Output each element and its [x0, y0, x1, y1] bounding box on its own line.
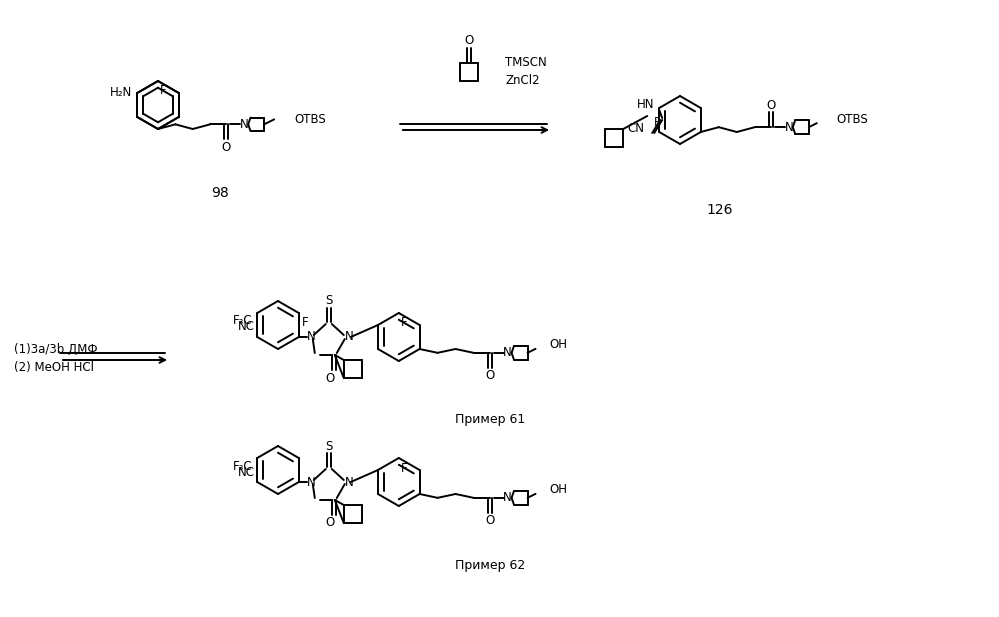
Text: O: O — [465, 33, 474, 46]
Text: F: F — [401, 462, 408, 474]
Text: O: O — [485, 370, 495, 383]
Text: O: O — [485, 515, 495, 528]
Text: ZnCl2: ZnCl2 — [505, 73, 539, 86]
Text: N: N — [240, 118, 249, 131]
Text: HN: HN — [636, 99, 654, 112]
Text: H₂N: H₂N — [110, 86, 132, 99]
Text: N: N — [503, 346, 511, 359]
Text: O: O — [222, 141, 231, 154]
Text: N: N — [784, 121, 793, 134]
Text: (2) MeOH HCl: (2) MeOH HCl — [14, 360, 94, 373]
Text: Пример 61: Пример 61 — [455, 413, 525, 426]
Text: N: N — [307, 331, 315, 344]
Text: F: F — [302, 317, 309, 329]
Text: F: F — [160, 85, 167, 97]
Text: (1)3a/3b ДМФ: (1)3a/3b ДМФ — [14, 342, 98, 355]
Text: S: S — [325, 439, 333, 452]
Text: N: N — [307, 476, 315, 489]
Text: Пример 62: Пример 62 — [455, 558, 525, 571]
Text: NC: NC — [238, 465, 255, 479]
Text: OH: OH — [549, 483, 567, 496]
Text: N: N — [345, 331, 354, 344]
Text: S: S — [325, 294, 333, 307]
Text: O: O — [766, 99, 775, 112]
Text: N: N — [503, 491, 511, 504]
Text: NC: NC — [238, 320, 255, 334]
Text: TMSCN: TMSCN — [505, 56, 546, 68]
Text: F₃C: F₃C — [233, 460, 252, 473]
Text: OH: OH — [549, 338, 567, 351]
Text: F₃C: F₃C — [233, 315, 252, 328]
Text: 126: 126 — [706, 203, 733, 217]
Text: F: F — [654, 115, 660, 128]
Text: 98: 98 — [211, 186, 229, 200]
Text: O: O — [325, 371, 335, 384]
Text: OTBS: OTBS — [837, 113, 868, 126]
Text: OTBS: OTBS — [294, 113, 326, 126]
Text: N: N — [345, 476, 354, 489]
Text: F: F — [401, 317, 408, 329]
Text: O: O — [325, 516, 335, 529]
Text: CN: CN — [627, 122, 644, 135]
